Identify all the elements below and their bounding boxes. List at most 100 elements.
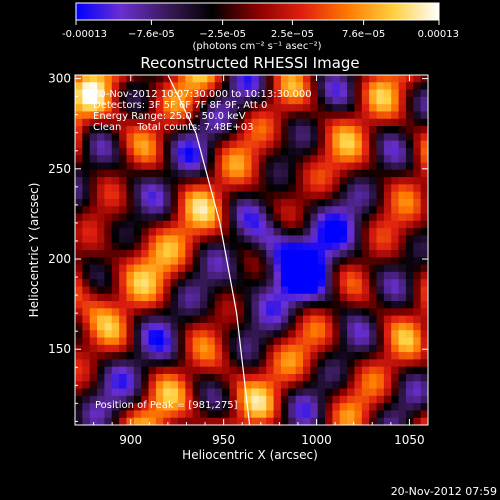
- heatmap-cell: [302, 89, 311, 98]
- heatmap-cell: [192, 257, 201, 266]
- heatmap-cell: [280, 330, 289, 339]
- heatmap-cell: [229, 359, 238, 368]
- heatmap-cell: [104, 279, 113, 288]
- heatmap-cell: [170, 359, 179, 368]
- heatmap-cell: [236, 293, 245, 302]
- heatmap-cell: [104, 126, 113, 134]
- heatmap-cell: [214, 155, 223, 164]
- heatmap-cell: [266, 271, 275, 280]
- heatmap-cell: [302, 177, 311, 185]
- heatmap-cell: [369, 344, 378, 353]
- heatmap-cell: [420, 213, 428, 222]
- heatmap-cell: [302, 206, 311, 215]
- heatmap-cell: [141, 388, 150, 397]
- heatmap-cell: [192, 250, 201, 258]
- heatmap-cell: [148, 242, 157, 251]
- heatmap-cell: [177, 147, 186, 156]
- heatmap-cell: [280, 75, 289, 83]
- heatmap-cell: [420, 410, 428, 419]
- colorbar: [75, 2, 440, 21]
- heatmap-cell: [317, 250, 326, 258]
- heatmap-cell: [258, 184, 267, 193]
- heatmap-cell: [391, 315, 400, 324]
- heatmap-cell: [104, 410, 113, 419]
- heatmap-cell: [391, 308, 400, 317]
- heatmap-cell: [170, 133, 179, 142]
- heatmap-cell: [111, 279, 120, 288]
- heatmap-cell: [244, 155, 253, 164]
- heatmap-cell: [236, 198, 245, 207]
- heatmap-cell: [302, 75, 311, 83]
- heatmap-cell: [383, 359, 392, 368]
- heatmap-cell: [222, 403, 231, 412]
- heatmap-cell: [398, 162, 407, 171]
- heatmap-cell: [185, 104, 194, 113]
- heatmap-cell: [413, 177, 422, 185]
- heatmap-cell: [200, 220, 208, 229]
- heatmap-cell: [339, 104, 348, 113]
- heatmap-cell: [104, 75, 113, 83]
- heatmap-cell: [97, 206, 106, 215]
- heatmap-cell: [398, 395, 407, 404]
- heatmap-cell: [133, 352, 142, 360]
- heatmap-cell: [104, 417, 113, 425]
- heatmap-cell: [177, 111, 186, 120]
- heatmap-cell: [177, 184, 186, 193]
- heatmap-cell: [376, 75, 385, 83]
- heatmap-cell: [185, 147, 194, 156]
- heatmap-cell: [126, 198, 135, 207]
- heatmap-cell: [317, 111, 326, 120]
- colorbar-tick-label: 0.00013: [418, 29, 459, 40]
- heatmap-cell: [325, 184, 333, 193]
- heatmap-cell: [111, 184, 120, 193]
- heatmap-cell: [97, 286, 106, 295]
- heatmap-cell: [163, 359, 172, 368]
- heatmap-cell: [251, 403, 260, 412]
- heatmap-cell: [398, 403, 407, 412]
- heatmap-cell: [339, 381, 348, 390]
- heatmap-cell: [214, 373, 223, 382]
- heatmap-cell: [222, 162, 231, 171]
- heatmap-cell: [214, 344, 223, 353]
- heatmap-cell: [420, 169, 428, 178]
- heatmap-cell: [229, 133, 238, 142]
- heatmap-cell: [163, 308, 172, 317]
- heatmap-cell: [258, 206, 267, 215]
- heatmap-cell: [391, 96, 400, 105]
- heatmap-cell: [376, 330, 385, 339]
- heatmap-cell: [177, 308, 186, 317]
- heatmap-cell: [383, 184, 392, 193]
- heatmap-cell: [361, 344, 370, 353]
- heatmap-cell: [251, 366, 260, 375]
- heatmap-cell: [141, 147, 150, 156]
- heatmap-cell: [126, 293, 135, 302]
- heatmap-cell: [244, 264, 253, 273]
- heatmap-cell: [75, 198, 83, 207]
- heatmap-cell: [361, 82, 370, 91]
- heatmap-cell: [155, 403, 164, 412]
- heatmap-cell: [273, 213, 282, 222]
- heatmap-cell: [126, 250, 135, 258]
- heatmap-cell: [192, 206, 201, 215]
- heatmap-cell: [177, 410, 186, 419]
- heatmap-cell: [133, 410, 142, 419]
- heatmap-cell: [75, 228, 83, 237]
- heatmap-cell: [347, 286, 356, 295]
- heatmap-cell: [398, 140, 407, 149]
- heatmap-cell: [170, 286, 179, 295]
- heatmap-cell: [258, 155, 267, 164]
- heatmap-cell: [214, 75, 223, 83]
- heatmap-cell: [376, 104, 385, 113]
- heatmap-cell: [82, 366, 91, 375]
- heatmap-cell: [339, 184, 348, 193]
- heatmap-cell: [104, 388, 113, 397]
- heatmap-cell: [185, 381, 194, 390]
- heatmap-cell: [413, 75, 422, 83]
- heatmap-cell: [133, 395, 142, 404]
- heatmap-cell: [185, 242, 194, 251]
- heatmap-cell: [111, 191, 120, 200]
- heatmap-cell: [177, 177, 186, 185]
- heatmap-cell: [310, 344, 319, 353]
- heatmap-cell: [361, 220, 370, 229]
- heatmap-cell: [214, 126, 223, 134]
